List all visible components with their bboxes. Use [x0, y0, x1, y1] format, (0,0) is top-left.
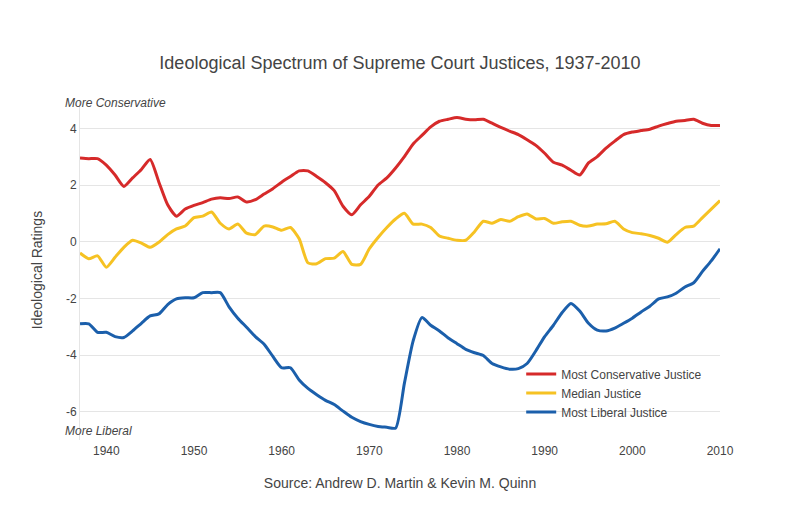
- svg-text:Ideological Ratings: Ideological Ratings: [29, 211, 45, 329]
- svg-text:2: 2: [70, 178, 77, 192]
- svg-text:2000: 2000: [619, 444, 646, 458]
- svg-text:1940: 1940: [93, 444, 120, 458]
- svg-text:More Liberal: More Liberal: [65, 424, 132, 438]
- svg-text:Source: Andrew D. Martin & Kev: Source: Andrew D. Martin & Kevin M. Quin…: [264, 475, 536, 491]
- svg-text:1970: 1970: [356, 444, 383, 458]
- svg-text:Most Conservative Justice: Most Conservative Justice: [561, 368, 701, 382]
- svg-text:Ideological Spectrum of Suprem: Ideological Spectrum of Supreme Court Ju…: [159, 53, 640, 73]
- svg-text:1990: 1990: [531, 444, 558, 458]
- svg-text:-6: -6: [66, 405, 77, 419]
- svg-text:1960: 1960: [268, 444, 295, 458]
- svg-text:1980: 1980: [444, 444, 471, 458]
- svg-text:More Conservative: More Conservative: [65, 96, 166, 110]
- svg-text:Most Liberal Justice: Most Liberal Justice: [561, 406, 667, 420]
- svg-text:2010: 2010: [707, 444, 734, 458]
- svg-text:0: 0: [70, 235, 77, 249]
- svg-text:1950: 1950: [181, 444, 208, 458]
- svg-text:4: 4: [70, 122, 77, 136]
- svg-text:Median Justice: Median Justice: [561, 387, 641, 401]
- svg-text:-4: -4: [66, 348, 77, 362]
- svg-text:-2: -2: [66, 292, 77, 306]
